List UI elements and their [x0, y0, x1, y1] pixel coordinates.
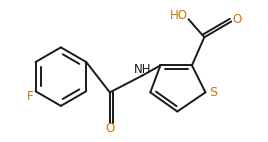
- Text: O: O: [232, 13, 241, 26]
- Text: S: S: [209, 86, 217, 99]
- Text: HO: HO: [169, 9, 187, 22]
- Text: O: O: [105, 122, 114, 135]
- Text: NH: NH: [134, 63, 152, 76]
- Text: F: F: [27, 90, 34, 103]
